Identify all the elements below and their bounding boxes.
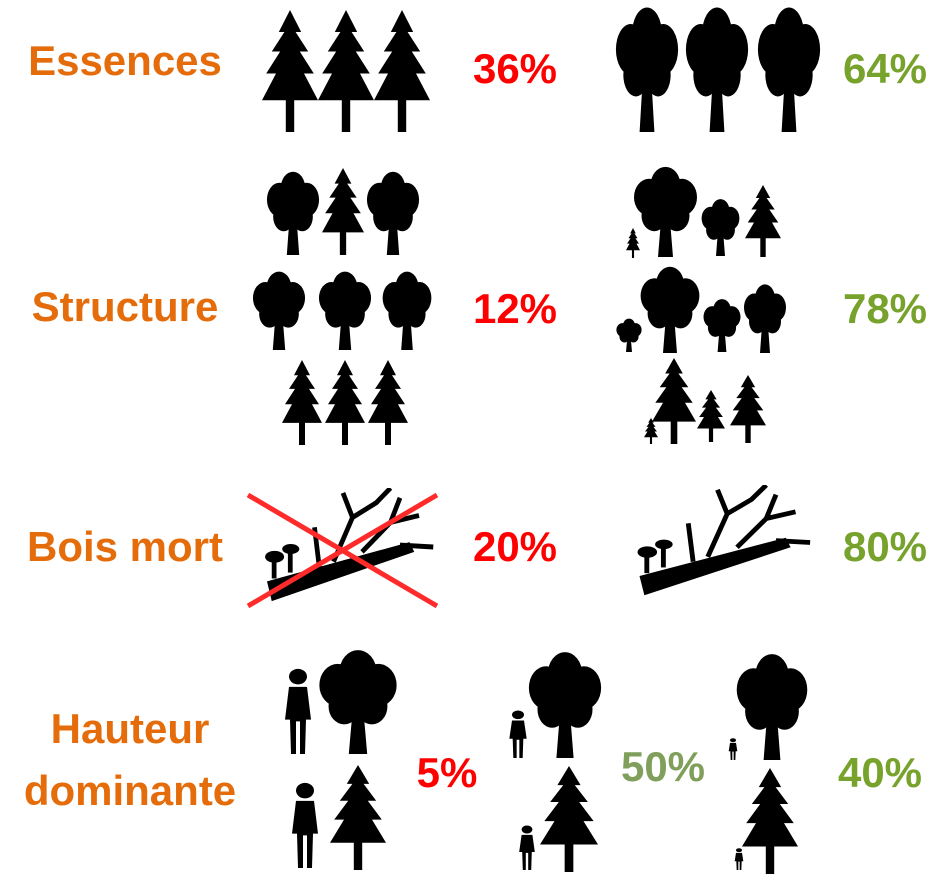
conifer-icons <box>262 10 430 132</box>
percentage: 12% <box>473 285 557 332</box>
height-icons-high <box>729 654 808 874</box>
uneven-structure-icons <box>616 167 786 444</box>
percentage: 40% <box>838 749 922 796</box>
percentage: 64% <box>843 45 927 92</box>
height-icons-low <box>285 650 397 870</box>
percentage: 80% <box>843 523 927 570</box>
percentage: 5% <box>417 749 478 796</box>
row-label: Bois mort <box>27 523 223 570</box>
row-label: dominante <box>24 767 236 814</box>
infographic: Essences 36% 64% Structure 12% <box>0 0 930 875</box>
row-label: Hauteur <box>51 705 210 752</box>
even-structure-icons <box>253 168 431 445</box>
row-label: Essences <box>28 37 222 84</box>
percentage: 20% <box>473 523 557 570</box>
percentage: 78% <box>843 285 927 332</box>
row-label: Structure <box>32 283 219 330</box>
height-icons-mid <box>509 652 601 872</box>
dead-wood-icon <box>638 485 811 595</box>
deciduous-icons <box>616 8 820 132</box>
percentage: 50% <box>621 743 705 790</box>
percentage: 36% <box>473 45 557 92</box>
